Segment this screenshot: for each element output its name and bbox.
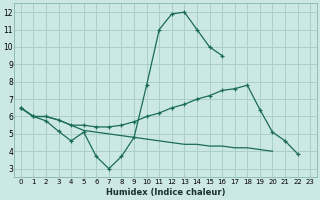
X-axis label: Humidex (Indice chaleur): Humidex (Indice chaleur) <box>106 188 225 197</box>
